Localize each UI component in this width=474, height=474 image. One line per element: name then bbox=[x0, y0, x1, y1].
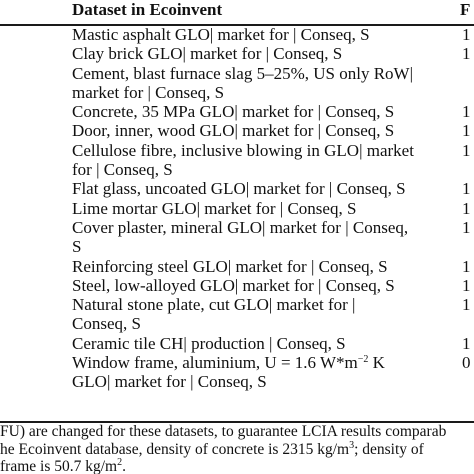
dataset-name-line: Ceramic tile CH| production | Conseq, S bbox=[72, 333, 346, 353]
table-row: Ceramic tile CH| production | Conseq, S 1 bbox=[72, 334, 472, 353]
second-column-value: 1 bbox=[462, 102, 471, 122]
table-row: Natural stone plate, cut GLO| market for… bbox=[72, 295, 472, 334]
table-row: Mastic asphalt GLO| market for | Conseq,… bbox=[72, 25, 472, 44]
second-column-value: 1 bbox=[462, 198, 471, 218]
table-row: Flat glass, uncoated GLO| market for | C… bbox=[72, 179, 472, 198]
second-column-value: 1 bbox=[462, 44, 471, 64]
second-column-value: 1 bbox=[462, 295, 471, 315]
dataset-name-line: Clay brick GLO| market for | Conseq, S bbox=[72, 44, 343, 64]
dataset-name-line: Mastic asphalt GLO| market for | Conseq,… bbox=[72, 25, 370, 44]
table-row: Window frame, aluminium, U = 1.6 W*m−2 K… bbox=[72, 353, 472, 392]
dataset-name-line: Lime mortar GLO| market for | Conseq, S bbox=[72, 198, 357, 218]
dataset-name-line: Flat glass, uncoated GLO| market for | C… bbox=[72, 179, 406, 199]
column-header-second: F bbox=[460, 0, 471, 19]
dataset-name-line: GLO| market for | Conseq, S bbox=[72, 372, 267, 392]
second-column-value: 1 bbox=[462, 25, 471, 44]
table-row: Cement, blast furnace slag 5–25%, US onl… bbox=[72, 64, 472, 103]
table-body: Mastic asphalt GLO| market for | Conseq,… bbox=[72, 25, 472, 392]
table-row: Reinforcing steel GLO| market for | Cons… bbox=[72, 257, 472, 276]
second-column-value: 1 bbox=[462, 275, 471, 295]
footnote-line-1: FU) are changed for these datasets, to g… bbox=[0, 423, 447, 440]
second-column-value: 1 bbox=[462, 179, 471, 199]
table-row: Cellulose fibre, inclusive blowing in GL… bbox=[72, 141, 472, 180]
second-column-value: 0 bbox=[462, 353, 471, 373]
column-header-dataset: Dataset in Ecoinvent bbox=[72, 0, 223, 19]
table-row: Door, inner, wood GLO| market for | Cons… bbox=[72, 121, 472, 140]
dataset-name-line: Cement, blast furnace slag 5–25%, US onl… bbox=[72, 63, 413, 83]
dataset-name-line: for | Conseq, S bbox=[72, 160, 173, 180]
bottom-rule bbox=[0, 421, 474, 423]
dataset-name-line: Door, inner, wood GLO| market for | Cons… bbox=[72, 121, 395, 141]
dataset-name-line: Cover plaster, mineral GLO| market for |… bbox=[72, 217, 409, 237]
second-column-value: 1 bbox=[462, 217, 471, 237]
footnote-line-3: frame is 50.7 kg/m2. bbox=[0, 457, 126, 474]
dataset-name-line: Cellulose fibre, inclusive blowing in GL… bbox=[72, 140, 414, 160]
table-row: Concrete, 35 MPa GLO| market for | Conse… bbox=[72, 102, 472, 121]
header-rule bbox=[0, 24, 474, 26]
second-column-value: 1 bbox=[462, 140, 471, 160]
table-row: Cover plaster, mineral GLO| market for |… bbox=[72, 218, 472, 257]
dataset-name-line: market for | Conseq, S bbox=[72, 82, 225, 102]
dataset-name-line: Concrete, 35 MPa GLO| market for | Conse… bbox=[72, 102, 395, 122]
table-row: Clay brick GLO| market for | Conseq, S 1 bbox=[72, 44, 472, 63]
table-row: Steel, low-alloyed GLO| market for | Con… bbox=[72, 276, 472, 295]
dataset-name-line: Window frame, aluminium, U = 1.6 W*m−2 K bbox=[72, 353, 385, 373]
dataset-name-line: Natural stone plate, cut GLO| market for… bbox=[72, 295, 356, 315]
table-footnote: FU) are changed for these datasets, to g… bbox=[0, 423, 446, 474]
second-column-value: 1 bbox=[462, 256, 471, 276]
second-column-value: 1 bbox=[462, 121, 471, 141]
dataset-name-line: S bbox=[72, 237, 82, 257]
dataset-name-line: Reinforcing steel GLO| market for | Cons… bbox=[72, 256, 388, 276]
footnote-line-2: he Ecoinvent database, density of concre… bbox=[0, 439, 424, 458]
second-column-value: 1 bbox=[462, 333, 471, 353]
dataset-name-line: Conseq, S bbox=[72, 314, 141, 334]
table-row: Lime mortar GLO| market for | Conseq, S 1 bbox=[72, 199, 472, 218]
dataset-name-line: Steel, low-alloyed GLO| market for | Con… bbox=[72, 275, 395, 295]
